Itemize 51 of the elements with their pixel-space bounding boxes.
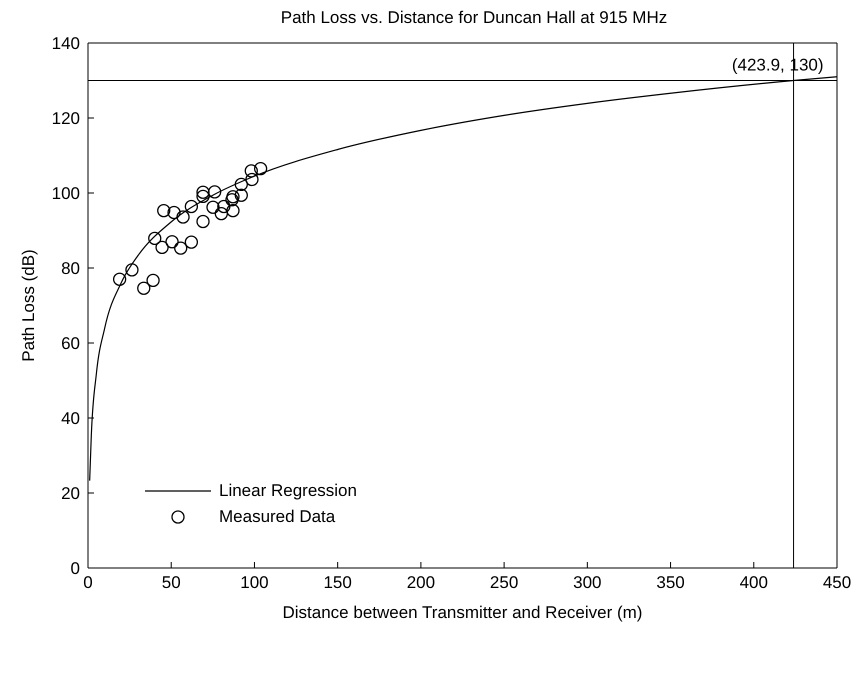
- point: [184, 200, 198, 214]
- x-tick-label: 400: [740, 573, 768, 592]
- point: [214, 206, 228, 220]
- y-tick-label: 60: [61, 334, 80, 354]
- legend-label: Measured Data: [219, 507, 336, 527]
- point: [125, 263, 139, 277]
- point: [196, 214, 210, 228]
- legend-label: Linear Regression: [219, 481, 357, 501]
- point: [137, 282, 150, 295]
- point: [234, 178, 248, 192]
- point: [196, 186, 210, 199]
- y-tick-label: 0: [70, 559, 80, 578]
- point: [176, 210, 190, 224]
- point: [254, 162, 268, 176]
- point: [217, 200, 230, 214]
- point: [148, 232, 162, 246]
- y-tick-label: 120: [52, 109, 80, 128]
- point: [167, 206, 181, 220]
- x-tick-label: 50: [162, 573, 181, 592]
- x-tick-label: 350: [656, 573, 685, 592]
- point: [206, 200, 220, 214]
- x-axis-title: Distance between Transmitter and Receiver (m): [282, 603, 642, 622]
- y-tick-label: 140: [52, 34, 80, 54]
- point: [112, 272, 126, 286]
- y-tick-label: 100: [52, 184, 80, 204]
- point: [157, 204, 170, 218]
- x-tick-label: 200: [406, 573, 436, 592]
- point: [196, 190, 210, 204]
- point: [208, 185, 222, 199]
- point: [146, 274, 160, 288]
- point: [174, 241, 188, 255]
- point: [184, 235, 198, 249]
- x-tick-label: 100: [240, 573, 269, 592]
- x-tick-label: 450: [822, 573, 852, 592]
- point: [226, 190, 240, 204]
- x-tick-label: 250: [490, 573, 518, 592]
- y-tick-label: 20: [61, 484, 80, 504]
- chart-title: Path Loss vs. Distance for Duncan Hall at 915 MHz: [280, 8, 668, 29]
- point: [234, 188, 248, 202]
- point: [225, 193, 239, 206]
- point: [226, 204, 240, 218]
- point: [165, 235, 179, 248]
- x-tick-label: 150: [323, 573, 352, 592]
- y-tick-label: 40: [61, 409, 80, 428]
- y-axis-title: Path Loss (dB): [19, 249, 38, 362]
- x-tick-label: 0: [83, 573, 93, 592]
- point: [245, 172, 259, 186]
- point: [155, 240, 169, 254]
- x-tick-label: 300: [573, 573, 602, 592]
- point: [244, 164, 258, 178]
- y-tick-label: 80: [61, 259, 80, 278]
